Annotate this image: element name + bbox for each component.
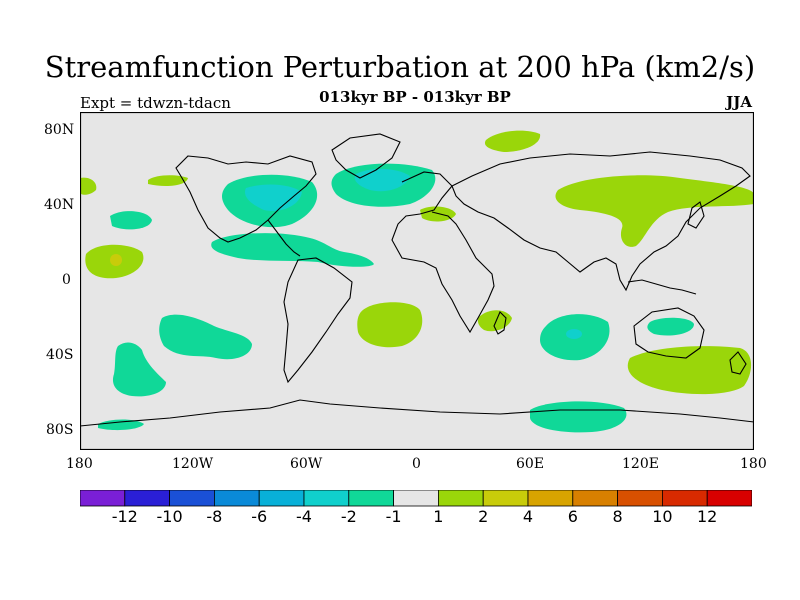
colorbar-box-2 (169, 490, 215, 507)
colorbar-box-0 (80, 490, 126, 507)
lon-label-60w: 60W (290, 456, 323, 472)
colorbar-label-8: 2 (478, 507, 489, 526)
contour-region-pos1 (484, 130, 541, 152)
season-label: JJA (726, 93, 752, 111)
lat-label-80n: 80N (44, 122, 75, 138)
colorbar-label-0: -12 (111, 507, 138, 526)
lon-label-180w: 180 (66, 456, 93, 472)
colorbar-box-11 (572, 490, 618, 507)
contour-region-neg2 (244, 184, 302, 212)
lat-label-40n: 40N (44, 197, 75, 213)
map-panel (80, 112, 754, 450)
colorbar-box-9 (482, 490, 529, 507)
contour-region-neg2 (566, 329, 582, 339)
lon-label-0: 0 (412, 456, 421, 472)
colorbar-label-2: -8 (206, 507, 223, 526)
colorbar-label-9: 4 (522, 507, 534, 526)
colorbar-label-11: 8 (612, 507, 623, 526)
contour-region-neg1 (530, 401, 627, 433)
colorbar-box-7 (393, 490, 439, 507)
experiment-label: Expt = tdwzn-tdacn (80, 94, 231, 112)
lon-label-120e: 120E (622, 456, 659, 472)
map-frame (80, 112, 754, 450)
colorbar (80, 490, 752, 507)
contour-region-neg2 (354, 168, 410, 192)
contour-region-neg1 (98, 419, 144, 431)
colorbar-label-10: 6 (567, 507, 578, 526)
colorbar-box-1 (124, 490, 170, 507)
plot-subtitle: 013kyr BP - 013kyr BP (319, 88, 511, 106)
contour-region-pos1 (357, 302, 423, 348)
contour-region-neg1 (110, 211, 152, 230)
lat-label-40s: 40S (46, 347, 74, 363)
contour-region-pos1 (148, 175, 188, 186)
colorbar-box-10 (527, 490, 574, 507)
colorbar-label-6: -1 (385, 507, 402, 526)
contour-region-neg1 (112, 342, 166, 397)
colorbar-box-13 (662, 490, 708, 507)
colorbar-label-5: -2 (340, 507, 357, 526)
contour-region-pos1 (80, 177, 97, 195)
plot-title: Streamfunction Perturbation at 200 hPa (… (44, 50, 756, 84)
colorbar-label-13: 12 (697, 507, 718, 526)
colorbar-box-4 (258, 490, 305, 507)
colorbar-label-1: -10 (156, 507, 183, 526)
contour-region-neg1 (159, 314, 252, 360)
colorbar-box-6 (348, 490, 394, 507)
coastlines (80, 133, 754, 427)
lat-label-0: 0 (62, 272, 71, 288)
colorbar-box-12 (617, 490, 663, 507)
lon-label-60e: 60E (516, 456, 545, 472)
colorbar-box-14 (706, 490, 752, 507)
colorbar-label-7: 1 (433, 507, 444, 526)
colorbar-box-3 (213, 490, 260, 507)
contour-fills (80, 130, 754, 433)
lat-label-80s: 80S (46, 422, 74, 438)
lon-label-120w: 120W (172, 456, 214, 472)
contour-region-pos2 (110, 254, 122, 266)
colorbar-label-3: -6 (251, 507, 268, 526)
contour-region-pos1 (555, 175, 754, 247)
colorbar-label-12: 10 (652, 507, 673, 526)
lon-label-180e: 180 (740, 456, 767, 472)
colorbar-box-5 (303, 490, 350, 507)
colorbar-box-8 (437, 490, 484, 507)
contour-region-neg1 (647, 317, 694, 336)
contour-region-pos1 (627, 346, 752, 395)
colorbar-label-4: -4 (296, 507, 312, 526)
